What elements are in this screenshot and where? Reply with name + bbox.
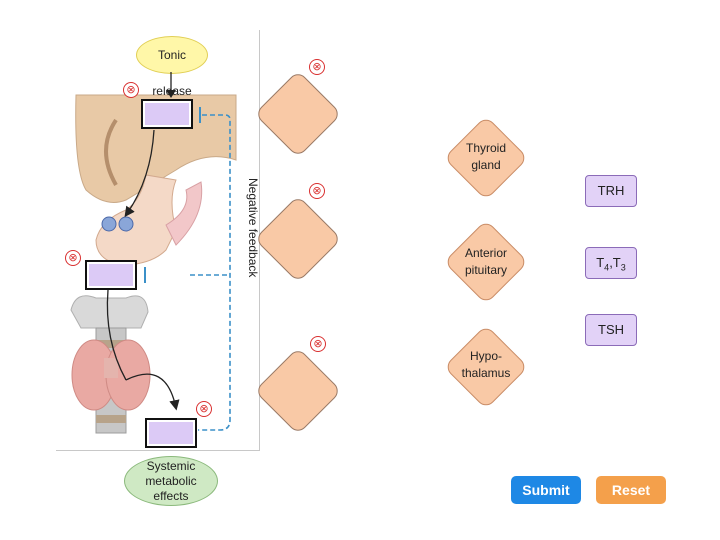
chip-trh[interactable]: TRH <box>585 175 637 207</box>
remove-icon[interactable]: ⊗ <box>309 59 325 75</box>
anatomy-illustration <box>70 94 237 434</box>
chip-t4-t3[interactable]: T4,T3 <box>585 247 637 279</box>
feedback-block-mark <box>144 267 146 283</box>
diamond-drop-slot-3[interactable] <box>254 347 342 435</box>
diamond-drop-slot-2[interactable] <box>254 195 342 283</box>
remove-icon[interactable]: ⊗ <box>123 82 139 98</box>
remove-icon[interactable]: ⊗ <box>196 401 212 417</box>
remove-icon[interactable]: ⊗ <box>309 183 325 199</box>
tonic-release-arrow <box>166 72 176 98</box>
systemic-effects-label: Systemic metabolic effects <box>124 456 218 506</box>
cell-dot-left <box>101 216 117 232</box>
cell-dot-right <box>118 216 134 232</box>
diamond-drop-slot-1[interactable] <box>254 70 342 158</box>
drop-box-pituitary-hormone[interactable] <box>85 260 137 290</box>
chip-tsh[interactable]: TSH <box>585 314 637 346</box>
drop-box-hypothalamus-hormone[interactable] <box>141 99 193 129</box>
negative-feedback-lines <box>190 107 231 431</box>
answer-label-hypothalamus: Hypo- thalamus <box>461 349 511 380</box>
panel-bottom-border <box>56 450 260 451</box>
answer-label-anterior-pituitary: Anterior pituitary <box>464 246 508 277</box>
tonic-release-label: Tonic release <box>136 36 208 98</box>
submit-button[interactable]: Submit <box>511 476 581 504</box>
negative-feedback-label: Negative feedback <box>246 178 260 278</box>
reset-button[interactable]: Reset <box>596 476 666 504</box>
remove-icon[interactable]: ⊗ <box>310 336 326 352</box>
remove-icon[interactable]: ⊗ <box>65 250 81 266</box>
answer-label-thyroid: Thyroid gland <box>465 141 506 172</box>
drop-box-thyroid-hormone[interactable] <box>145 418 197 448</box>
